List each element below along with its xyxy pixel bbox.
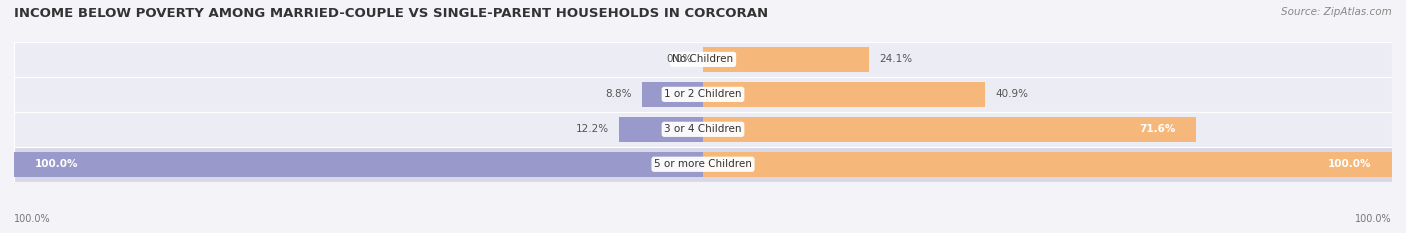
Bar — [703, 47, 869, 72]
Bar — [703, 117, 1197, 142]
Text: 8.8%: 8.8% — [606, 89, 633, 99]
Text: 40.9%: 40.9% — [995, 89, 1028, 99]
Bar — [703, 82, 984, 107]
Text: 0.0%: 0.0% — [666, 55, 693, 64]
Bar — [703, 152, 1392, 177]
Text: 24.1%: 24.1% — [879, 55, 912, 64]
Bar — [14, 152, 703, 177]
Bar — [14, 147, 1392, 182]
Text: 100.0%: 100.0% — [1355, 214, 1392, 224]
Text: INCOME BELOW POVERTY AMONG MARRIED-COUPLE VS SINGLE-PARENT HOUSEHOLDS IN CORCORA: INCOME BELOW POVERTY AMONG MARRIED-COUPL… — [14, 7, 768, 20]
Text: 100.0%: 100.0% — [35, 159, 79, 169]
Text: 3 or 4 Children: 3 or 4 Children — [664, 124, 742, 134]
Text: Source: ZipAtlas.com: Source: ZipAtlas.com — [1281, 7, 1392, 17]
Text: 71.6%: 71.6% — [1139, 124, 1175, 134]
Text: 12.2%: 12.2% — [575, 124, 609, 134]
Text: No Children: No Children — [672, 55, 734, 64]
Bar — [14, 112, 1392, 147]
Text: 1 or 2 Children: 1 or 2 Children — [664, 89, 742, 99]
Bar — [619, 117, 703, 142]
Bar — [14, 77, 1392, 112]
Bar — [14, 42, 1392, 77]
Bar — [643, 82, 703, 107]
Text: 100.0%: 100.0% — [1327, 159, 1371, 169]
Text: 100.0%: 100.0% — [14, 214, 51, 224]
Text: 5 or more Children: 5 or more Children — [654, 159, 752, 169]
